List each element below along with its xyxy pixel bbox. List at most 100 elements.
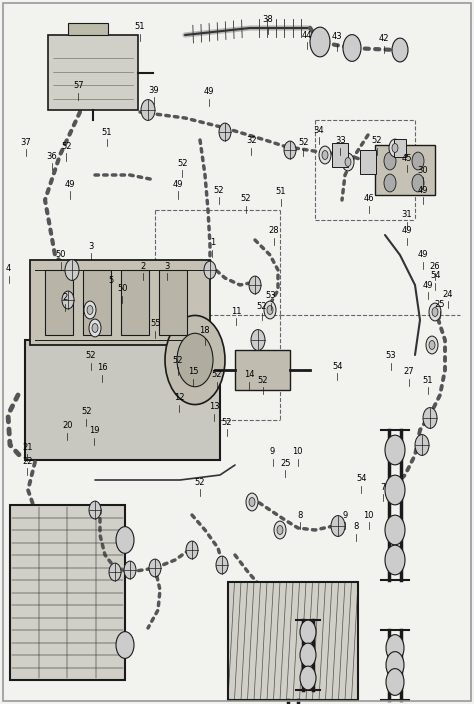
Text: 1: 1 (210, 239, 215, 247)
Bar (121, 270, 149, 335)
Text: 53: 53 (386, 351, 396, 360)
Text: 51: 51 (422, 376, 433, 384)
Text: 52: 52 (195, 478, 205, 486)
Circle shape (92, 324, 98, 332)
Text: 52: 52 (173, 356, 183, 365)
Text: 18: 18 (200, 327, 210, 335)
Text: 52: 52 (298, 138, 309, 146)
Text: 42: 42 (379, 34, 389, 43)
Text: 30: 30 (418, 166, 428, 175)
Circle shape (385, 435, 405, 465)
Text: 21: 21 (22, 443, 33, 451)
Text: 22: 22 (22, 457, 33, 465)
Circle shape (384, 174, 396, 192)
Text: 50: 50 (55, 251, 66, 259)
Circle shape (177, 333, 213, 386)
Text: 3: 3 (88, 242, 94, 251)
Circle shape (216, 556, 228, 574)
Circle shape (116, 527, 134, 553)
Text: 49: 49 (418, 251, 428, 259)
Text: 51: 51 (275, 187, 286, 196)
Text: 49: 49 (422, 281, 433, 289)
Circle shape (277, 526, 283, 534)
Circle shape (300, 620, 316, 644)
Circle shape (87, 306, 93, 315)
Text: 49: 49 (173, 180, 183, 189)
Text: 49: 49 (65, 180, 75, 189)
Circle shape (116, 631, 134, 658)
Bar (228, 582, 358, 700)
Bar (375, 145, 435, 195)
Circle shape (392, 38, 408, 62)
Circle shape (386, 669, 404, 696)
Text: 55: 55 (150, 320, 161, 328)
Text: 52: 52 (240, 194, 251, 203)
Text: 44: 44 (302, 31, 312, 39)
Text: 7: 7 (380, 483, 386, 491)
Text: 27: 27 (403, 367, 414, 376)
Bar (360, 150, 376, 174)
Text: 12: 12 (174, 394, 184, 402)
Circle shape (186, 541, 198, 559)
Text: 33: 33 (335, 137, 346, 145)
Circle shape (412, 152, 424, 170)
Circle shape (62, 291, 74, 309)
Text: 52: 52 (372, 137, 382, 145)
Circle shape (249, 498, 255, 506)
Circle shape (310, 27, 330, 57)
Circle shape (267, 306, 273, 315)
Bar (394, 139, 406, 157)
Text: 45: 45 (401, 154, 412, 163)
Text: 49: 49 (401, 227, 412, 235)
Text: 5: 5 (109, 276, 114, 284)
Text: 52: 52 (214, 186, 224, 194)
Text: 39: 39 (149, 86, 159, 94)
Text: 52: 52 (61, 142, 72, 151)
Circle shape (149, 559, 161, 577)
Circle shape (319, 146, 331, 164)
Text: 31: 31 (401, 210, 412, 219)
Circle shape (219, 123, 231, 141)
Circle shape (385, 475, 405, 505)
Circle shape (165, 315, 225, 405)
Circle shape (65, 260, 79, 280)
Text: 8: 8 (354, 522, 359, 531)
Text: 36: 36 (47, 152, 57, 161)
Text: 2: 2 (140, 262, 146, 270)
Text: 26: 26 (430, 262, 440, 270)
Circle shape (412, 174, 424, 192)
Circle shape (264, 301, 276, 319)
Circle shape (246, 493, 258, 511)
Text: 20: 20 (62, 422, 73, 430)
Bar (10, 505, 125, 680)
Circle shape (426, 336, 438, 354)
Text: 43: 43 (331, 32, 342, 41)
Circle shape (432, 308, 438, 317)
Text: 9: 9 (270, 448, 275, 456)
Text: 28: 28 (269, 227, 279, 235)
Circle shape (89, 501, 101, 519)
Text: 3: 3 (164, 262, 170, 270)
Text: 19: 19 (89, 427, 99, 435)
Text: 11: 11 (231, 307, 241, 315)
Text: 8: 8 (297, 511, 302, 520)
Text: 38: 38 (263, 15, 273, 24)
Text: 46: 46 (364, 194, 374, 203)
Text: 54: 54 (356, 474, 366, 483)
Text: 10: 10 (364, 511, 374, 520)
Circle shape (109, 563, 121, 581)
Circle shape (251, 329, 265, 351)
Circle shape (343, 34, 361, 61)
Bar (83, 270, 111, 335)
Bar (228, 582, 358, 700)
Text: 49: 49 (203, 87, 214, 96)
Text: 32: 32 (246, 137, 256, 145)
Circle shape (384, 152, 396, 170)
Bar (25, 340, 220, 460)
Circle shape (141, 99, 155, 120)
Text: 52: 52 (81, 408, 91, 416)
Text: 52: 52 (212, 370, 222, 379)
Bar (332, 143, 348, 167)
Text: 10: 10 (292, 448, 303, 456)
Circle shape (345, 158, 351, 166)
